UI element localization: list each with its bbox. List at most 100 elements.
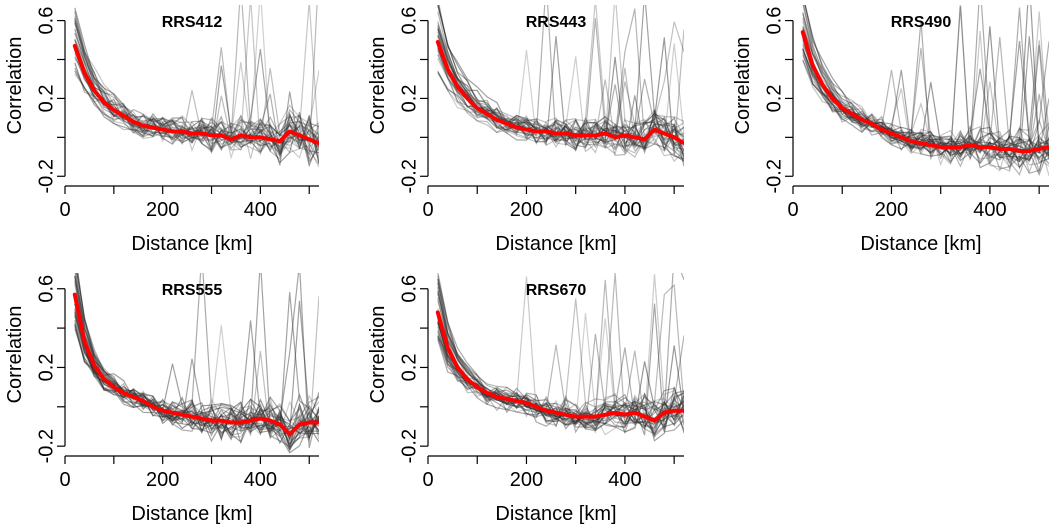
individual-correlation-line [74, 56, 319, 143]
individual-correlation-line [74, 28, 319, 149]
individual-correlation-line [437, 29, 684, 146]
x-tick-label: 200 [146, 199, 179, 221]
y-tick-label: 0.2 [398, 85, 420, 113]
individual-correlation-line [802, 54, 1049, 176]
individual-correlation-line [437, 5, 684, 153]
individual-correlation-line [437, 273, 684, 428]
individual-correlation-line [802, 5, 1049, 175]
individual-correlation-line [74, 46, 319, 153]
individual-correlation-line [437, 5, 684, 150]
y-axis-label: Correlation [367, 37, 389, 135]
individual-correlation-line [802, 40, 1049, 165]
individual-correlation-line [74, 33, 319, 157]
x-axis-label: Distance [km] [860, 233, 981, 255]
x-tick-label: 200 [510, 199, 543, 221]
x-axis-label: Distance [km] [495, 233, 616, 255]
y-tick-label: -0.2 [35, 429, 57, 463]
x-axis-label: Distance [km] [131, 503, 252, 525]
individual-correlation-line [74, 326, 319, 436]
x-axis-label: Distance [km] [495, 503, 616, 525]
x-tick-label: 0 [787, 199, 798, 221]
individual-correlation-line [75, 273, 319, 440]
individual-correlation-line [74, 296, 319, 445]
individual-correlation-line [74, 323, 319, 440]
x-tick-label: 0 [422, 469, 433, 491]
panel-title: RRS490 [891, 14, 952, 31]
x-tick-label: 200 [510, 469, 543, 491]
individual-correlation-line [802, 12, 1049, 158]
individual-correlation-line [74, 38, 319, 164]
y-tick-label: -0.2 [763, 159, 785, 193]
axis-ticks: 0 200 400 -0.2 0.2 0.6 [398, 275, 675, 491]
panel-title: RRS670 [526, 282, 587, 299]
x-tick-label: 400 [608, 199, 641, 221]
mean-correlation-line [435, 40, 684, 146]
individual-correlation-line [74, 18, 319, 168]
axis-ticks: 0 200 400 -0.2 0.2 0.6 [35, 7, 310, 221]
y-tick-label: 0.2 [35, 354, 57, 382]
axis-ticks: 0 200 400 -0.2 0.2 0.6 [398, 7, 675, 221]
individual-correlation-line [74, 15, 319, 164]
y-axis-label: Correlation [367, 306, 389, 404]
panel-title: RRS443 [526, 14, 587, 31]
x-tick-label: 400 [973, 199, 1006, 221]
panel-title: RRS412 [162, 14, 223, 31]
individual-correlation-line [802, 40, 1049, 172]
y-tick-label: 0.2 [398, 354, 420, 382]
individual-correlation-line [76, 273, 319, 448]
individual-correlation-line [437, 5, 684, 157]
individual-correlation-line [437, 28, 684, 161]
individual-correlation-line [74, 50, 319, 155]
y-tick-label: 0.2 [35, 85, 57, 113]
individual-correlation-line [437, 273, 684, 430]
x-tick-label: 400 [608, 469, 641, 491]
individual-correlation-line [437, 8, 684, 155]
panel-title: RRS555 [162, 282, 223, 299]
y-tick-label: -0.2 [35, 159, 57, 193]
individual-correlation-line [74, 67, 319, 149]
panel-rrs412: 0 200 400 -0.2 0.2 0.6 RRS412 Distance [km] C… [4, 5, 319, 255]
y-tick-label: 0.6 [763, 7, 785, 35]
y-axis-label: Correlation [732, 37, 754, 135]
individual-correlation-line [74, 273, 319, 448]
y-tick-label: 0.2 [763, 85, 785, 113]
y-tick-label: -0.2 [398, 159, 420, 193]
panel-rrs490: 0 200 400 -0.2 0.2 0.6 RRS490 Distance [km] C… [732, 5, 1049, 255]
individual-correlation-line [74, 273, 319, 435]
axis-ticks: 0 200 400 -0.2 0.2 0.6 [35, 275, 310, 491]
individual-correlation-line [74, 308, 319, 442]
individual-correlation-line [802, 36, 1049, 160]
panel-rrs443: 0 200 400 -0.2 0.2 0.6 RRS443 Distance [km] C… [367, 5, 684, 255]
individual-correlation-line [74, 323, 319, 439]
individual-correlation-line [74, 20, 319, 151]
individual-correlation-line [74, 47, 319, 165]
individual-correlation-line [804, 5, 1049, 165]
y-tick-label: 0.6 [35, 275, 57, 303]
individual-correlation-line [802, 48, 1049, 163]
mean-correlation-line [800, 30, 1049, 153]
y-axis-label: Correlation [4, 37, 26, 135]
individual-correlation-line [437, 290, 684, 430]
individual-correlation-line [437, 5, 684, 147]
mean-correlation-line [72, 292, 319, 437]
x-axis-label: Distance [km] [131, 233, 252, 255]
mean-correlation-line [435, 310, 684, 423]
y-tick-label: -0.2 [398, 429, 420, 463]
individual-correlation-line [76, 273, 319, 445]
individual-correlation-line [802, 6, 1049, 158]
panel-rrs555: 0 200 400 -0.2 0.2 0.6 RRS555 Distance [km] C… [4, 273, 319, 525]
x-tick-label: 0 [59, 469, 70, 491]
x-tick-label: 400 [244, 199, 277, 221]
y-tick-label: 0.6 [398, 275, 420, 303]
individual-correlation-line [437, 72, 684, 156]
x-tick-label: 0 [59, 199, 70, 221]
individual-correlation-line [74, 320, 319, 445]
individual-correlation-line [437, 297, 684, 435]
individual-correlation-line [74, 12, 319, 168]
x-tick-label: 200 [146, 469, 179, 491]
y-tick-label: 0.6 [35, 7, 57, 35]
y-axis-label: Correlation [4, 306, 26, 404]
individual-correlation-line [74, 58, 319, 157]
individual-correlation-line [802, 37, 1049, 176]
